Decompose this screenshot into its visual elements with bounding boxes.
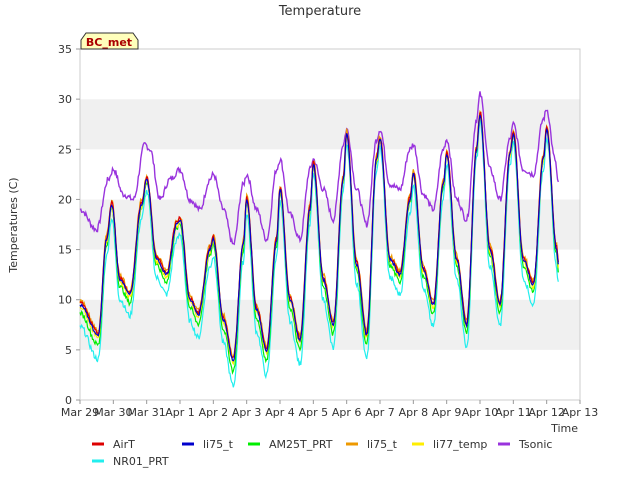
x-tick-label: Mar 30 [94, 406, 132, 419]
x-tick-label: Mar 29 [61, 406, 99, 419]
legend-label: li75_t [203, 438, 234, 451]
series-line-li75-t [79, 114, 559, 362]
legend-label: NR01_PRT [113, 455, 169, 468]
y-axis-label: Temperatures (C) [7, 177, 20, 273]
y-tick-label: 5 [65, 344, 72, 357]
grid-band [80, 199, 580, 250]
series-layer [79, 91, 559, 388]
series-line-tsonic [79, 91, 559, 246]
x-tick-label: Apr 9 [432, 406, 462, 419]
x-tick-label: Apr 6 [332, 406, 362, 419]
x-tick-label: Apr 10 [462, 406, 499, 419]
legend: AirT NR01_PRT li75_t AM25T_PRT li75_t li77_te… [92, 438, 552, 468]
site-badge-shape [80, 32, 139, 50]
x-tick-label: Apr 2 [199, 406, 229, 419]
y-tick-label: 10 [58, 294, 72, 307]
legend-label: Tsonic [518, 438, 552, 451]
x-tick-label: Apr 8 [399, 406, 429, 419]
grid-band [80, 49, 580, 100]
y-tick-label: 15 [58, 244, 72, 257]
x-axis-label: Time [550, 422, 578, 435]
grid-band [80, 349, 580, 400]
site-badge: BC_met [80, 32, 139, 50]
legend-label: li75_t [367, 438, 398, 451]
x-tick-label: Apr 11 [495, 406, 532, 419]
y-tick-label: 25 [58, 143, 72, 156]
x-tick-label: Apr 7 [365, 406, 395, 419]
x-tick-label: Mar 31 [128, 406, 166, 419]
plot-frame [79, 48, 581, 401]
x-tick-label: Apr 5 [299, 406, 329, 419]
legend-label: AM25T_PRT [269, 438, 333, 451]
x-tick-label: Apr 3 [232, 406, 262, 419]
grid-band [80, 99, 580, 150]
x-tick-label: Apr 1 [165, 406, 195, 419]
y-tick-label: 0 [65, 394, 72, 407]
y-tick-label: 20 [58, 193, 72, 206]
chart-title: Temperature [278, 4, 361, 19]
legend-label: li77_temp [433, 438, 487, 451]
y-axis: 0 5 10 15 20 25 30 35 [58, 43, 80, 407]
legend-label: AirT [113, 438, 135, 451]
site-badge-text: BC_met [86, 36, 132, 49]
x-tick-label: Apr 4 [265, 406, 295, 419]
y-tick-label: 35 [58, 43, 72, 56]
y-tick-label: 30 [58, 93, 72, 106]
x-tick-label: Apr 13 [562, 406, 599, 419]
x-tick-label: Apr 12 [528, 406, 565, 419]
